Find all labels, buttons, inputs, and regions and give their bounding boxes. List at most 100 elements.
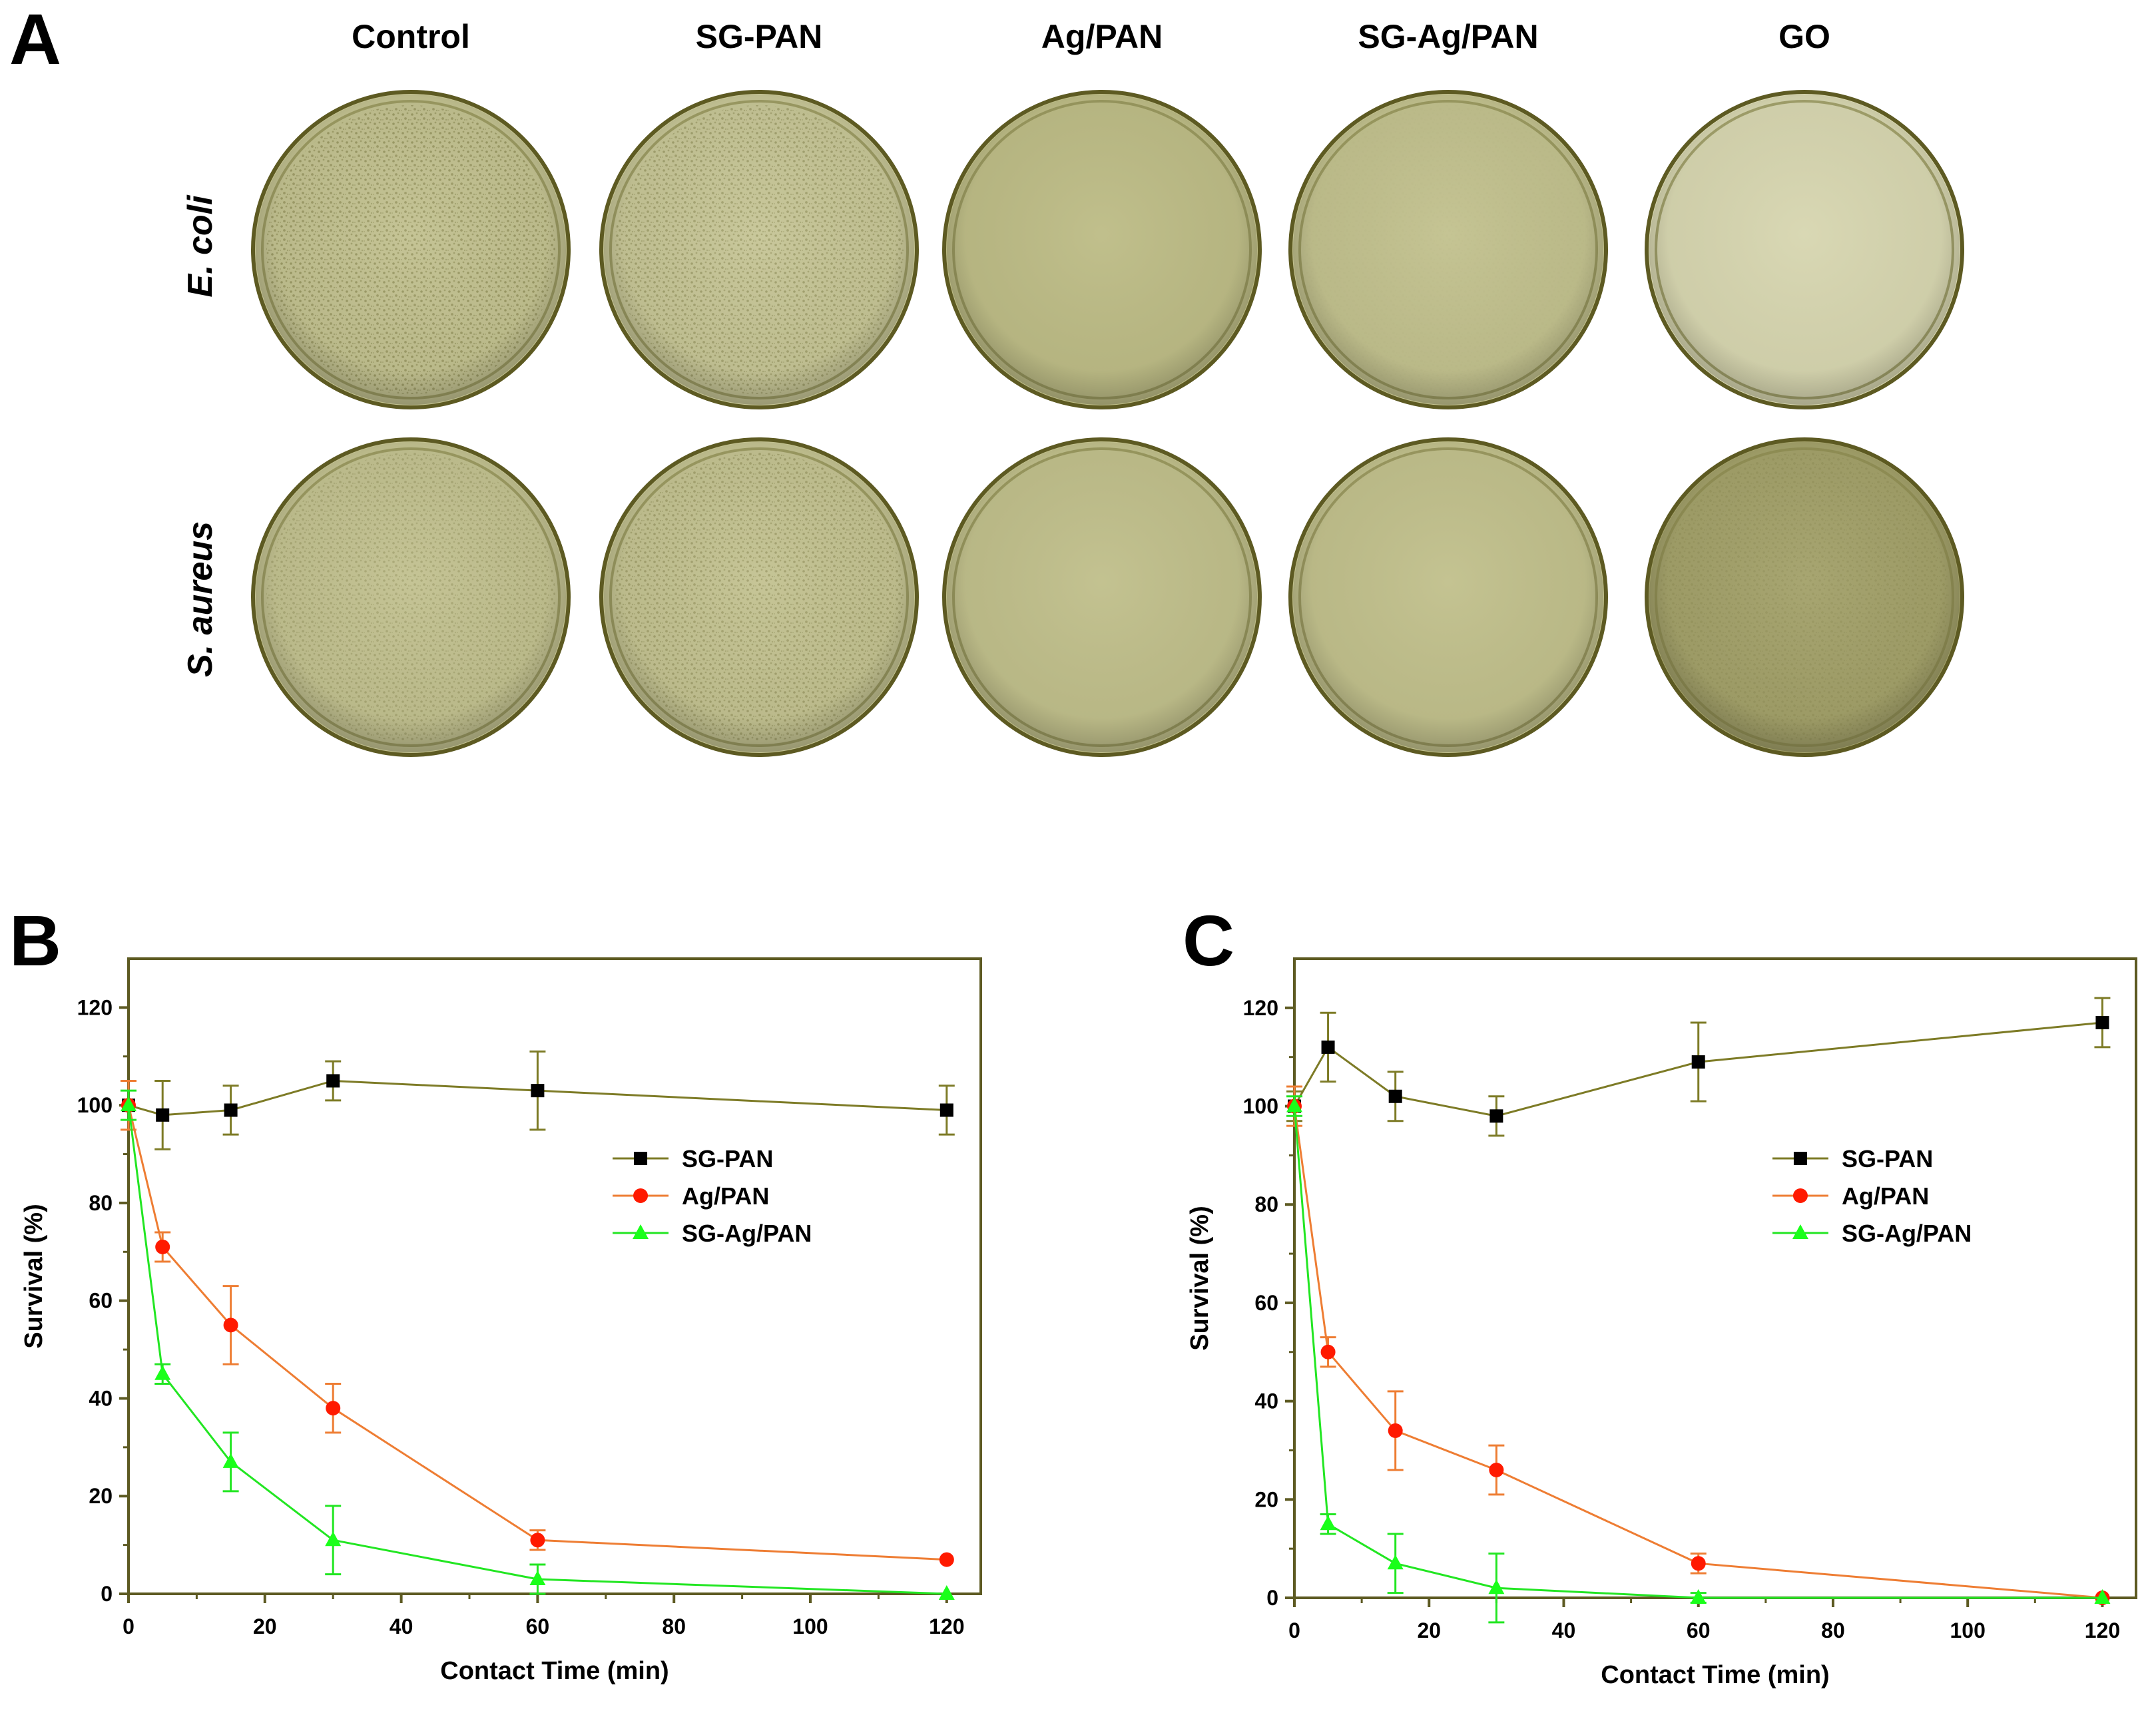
- y-axis-label: Survival (%): [20, 1204, 48, 1349]
- x-tick-label: 100: [1950, 1618, 1986, 1642]
- data-point: [156, 1108, 170, 1122]
- legend-entry-sg-pan: SG-PAN: [613, 1145, 773, 1172]
- row-label-s-aureus: S. aureus: [181, 521, 220, 677]
- plate-shading: [947, 442, 1257, 752]
- data-point: [633, 1188, 649, 1203]
- x-tick-label: 120: [929, 1614, 964, 1638]
- legend-label: Ag/PAN: [1842, 1182, 1929, 1210]
- x-tick-label: 0: [123, 1614, 135, 1638]
- plate-shading: [604, 95, 914, 405]
- plate-e-coli-ag-pan: [942, 90, 1262, 409]
- data-point: [1320, 1515, 1336, 1531]
- x-tick-label: 20: [1417, 1618, 1441, 1642]
- y-tick-label: 100: [77, 1093, 113, 1117]
- series-line: [1293, 1106, 2103, 1599]
- plate-s-aureus-sg-ag-pan: [1288, 437, 1608, 757]
- plate-s-aureus-go: [1645, 437, 1964, 757]
- data-point: [940, 1103, 953, 1117]
- data-point: [1387, 1555, 1404, 1570]
- x-tick-label: 100: [792, 1614, 828, 1638]
- plate-s-aureus-control: [251, 437, 571, 757]
- y-tick-label: 20: [89, 1484, 113, 1508]
- data-point: [326, 1074, 340, 1088]
- y-tick-label: 40: [89, 1386, 113, 1410]
- data-point: [939, 1552, 954, 1567]
- series-line: [127, 1104, 947, 1595]
- x-tick-label: 40: [390, 1614, 413, 1638]
- data-point: [155, 1239, 170, 1254]
- series-line: [127, 1104, 947, 1561]
- column-label-control: Control: [352, 18, 470, 55]
- data-point: [633, 1224, 649, 1239]
- plate-shading: [1293, 95, 1603, 405]
- data-point: [1488, 1579, 1505, 1594]
- data-point: [1489, 1109, 1503, 1123]
- legend-label: SG-PAN: [1842, 1145, 1933, 1172]
- legend-label: SG-PAN: [682, 1145, 773, 1172]
- series-sg-ag-pan: [1286, 1095, 2111, 1624]
- series-sg-ag-pan: [121, 1089, 955, 1600]
- data-point: [530, 1533, 545, 1548]
- data-point: [1690, 1589, 1707, 1604]
- plate-shading: [1293, 442, 1603, 752]
- data-point: [121, 1097, 136, 1112]
- legend-entry-sg-ag-pan: SG-Ag/PAN: [613, 1220, 812, 1247]
- data-point: [531, 1084, 545, 1098]
- legend-label: SG-Ag/PAN: [682, 1220, 812, 1247]
- series-line: [1293, 1106, 2103, 1599]
- data-point: [1286, 1097, 1302, 1112]
- x-tick-label: 40: [1552, 1618, 1576, 1642]
- column-label-sg-pan: SG-PAN: [696, 18, 823, 55]
- y-tick-label: 20: [1254, 1487, 1278, 1511]
- x-axis-label: Contact Time (min): [440, 1657, 669, 1685]
- x-tick-label: 0: [1288, 1618, 1300, 1642]
- panel-b-letter: B: [9, 900, 61, 981]
- data-point: [2094, 1589, 2111, 1604]
- column-label-sg-ag-pan: SG-Ag/PAN: [1358, 18, 1538, 55]
- data-point: [634, 1152, 648, 1165]
- data-point: [223, 1318, 238, 1333]
- plate-grid: [251, 90, 1964, 757]
- legend-label: SG-Ag/PAN: [1842, 1220, 1972, 1247]
- y-tick-label: 120: [1243, 996, 1278, 1020]
- data-point: [1792, 1224, 1808, 1239]
- plate-shading: [604, 442, 914, 752]
- row-label-e-coli: E. coli: [181, 194, 220, 298]
- plate-e-coli-sg-pan: [599, 90, 919, 409]
- plate-shading: [1649, 95, 1960, 405]
- legend-entry-ag-pan: Ag/PAN: [613, 1182, 769, 1210]
- panel-b: B 0 20 40 60 80 100 120 0 20 40 60 80 100 120 Contact …: [9, 900, 982, 1685]
- x-tick-label: 60: [1687, 1618, 1711, 1642]
- panel-a: A Control SG-PAN Ag/PAN SG-Ag/PAN GO E. …: [9, 0, 1964, 757]
- y-axis-label: Survival (%): [1186, 1206, 1214, 1351]
- data-point: [1321, 1040, 1335, 1054]
- series-ag-pan: [1286, 1085, 2110, 1605]
- plate-e-coli-go: [1645, 90, 1964, 409]
- data-point: [325, 1531, 342, 1547]
- plate-shading: [256, 442, 566, 752]
- plate-shading: [256, 95, 566, 405]
- column-label-go: GO: [1778, 18, 1830, 55]
- data-point: [1792, 1188, 1808, 1203]
- x-tick-label: 120: [2085, 1618, 2120, 1642]
- column-label-ag-pan: Ag/PAN: [1041, 18, 1163, 55]
- data-point: [1388, 1089, 1402, 1103]
- chart-c: 0 20 40 60 80 100 120 0 20 40 60 80 100 120 Contact Ti…: [1186, 957, 2137, 1689]
- series-sg-pan: [1286, 997, 2111, 1137]
- plot-frame: [1293, 957, 2137, 1599]
- legend-entry-sg-pan: SG-PAN: [1772, 1145, 1933, 1172]
- series-sg-pan: [122, 1050, 955, 1150]
- y-tick-label: 60: [1254, 1291, 1278, 1315]
- data-point: [326, 1401, 341, 1416]
- plate-e-coli-sg-ag-pan: [1288, 90, 1608, 409]
- x-tick-label: 60: [526, 1614, 550, 1638]
- data-point: [222, 1453, 239, 1468]
- data-point: [1793, 1152, 1807, 1165]
- plate-shading: [947, 95, 1257, 405]
- data-point: [224, 1103, 238, 1117]
- chart-b: 0 20 40 60 80 100 120 0 20 40 60 80 100 120 Contact Ti…: [20, 957, 982, 1685]
- data-point: [1320, 1344, 1336, 1359]
- y-tick-label: 0: [101, 1582, 113, 1606]
- x-axis-label: Contact Time (min): [1601, 1661, 1829, 1689]
